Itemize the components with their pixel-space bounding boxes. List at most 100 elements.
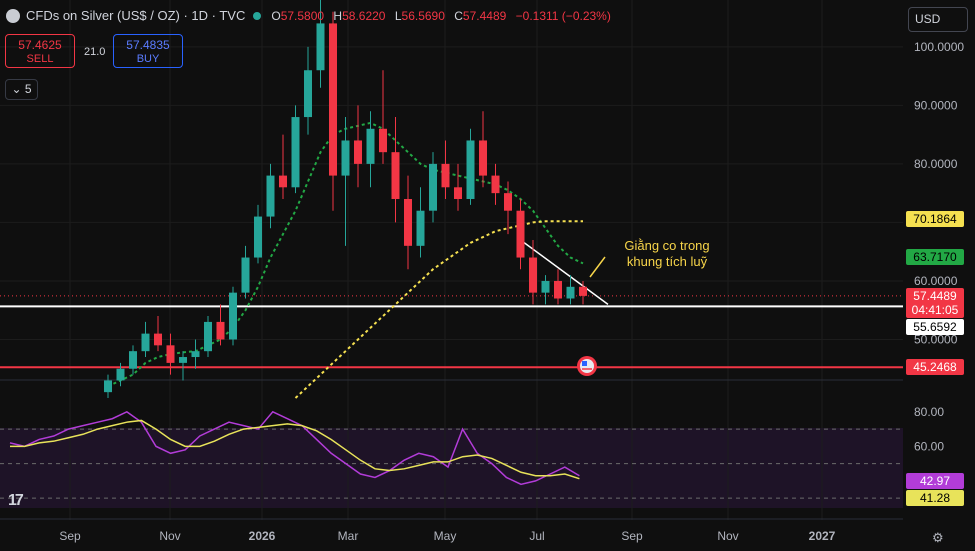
time-axis[interactable]: Sep Nov 2026 Mar May Jul Sep Nov 2027 [59, 529, 835, 543]
high-value: 58.6220 [342, 8, 386, 23]
price-tick-0: 50.0000 [914, 332, 958, 346]
candle-body [241, 257, 250, 293]
buy-price: 57.4835 [126, 38, 170, 52]
time-tick-6: Sep [621, 529, 643, 543]
candle-body [329, 23, 337, 176]
candle-body [429, 163, 437, 211]
label-last-price: 57.4489 [913, 289, 957, 303]
candles [104, 0, 587, 398]
sell-button[interactable]: 57.4625 SELL [5, 34, 75, 68]
label-rsi-ma: 41.28 [920, 491, 950, 505]
candle-body [291, 117, 300, 188]
label-ma-fast: 63.7170 [913, 250, 957, 264]
close-value: 57.4489 [462, 8, 507, 23]
price-tick-4: 90.0000 [914, 98, 958, 112]
label-last-bg [906, 288, 964, 318]
indicators-count: 5 [24, 82, 32, 96]
symbol-title[interactable]: CFDs on Silver (US$ / OZ) · 1D · TVC [26, 8, 246, 23]
label-support: 55.6592 [913, 320, 957, 334]
candle-body [479, 140, 487, 176]
label-rsi-bg [906, 473, 964, 489]
candle-body [116, 368, 125, 381]
candle-body [179, 357, 187, 363]
candle-body [129, 351, 137, 369]
candle-body [304, 70, 312, 118]
candle-body [366, 128, 375, 164]
currency-select[interactable]: USD [908, 7, 968, 32]
candle-body [416, 210, 425, 246]
low-key: L [394, 8, 402, 23]
time-tick-1: Nov [159, 529, 180, 543]
label-ma-slow-bg [906, 211, 964, 227]
label-ma-slow: 70.1864 [913, 212, 957, 226]
candle-body [554, 280, 562, 299]
grid [0, 0, 903, 520]
open-value: 57.5800 [280, 8, 325, 23]
indicators-toggle[interactable]: ⌄ 5 [5, 79, 38, 100]
candle-body [391, 152, 400, 199]
candle-body [229, 292, 237, 340]
silver-icon [6, 8, 20, 23]
time-tick-5: Jul [529, 529, 544, 543]
candle-body [166, 345, 175, 363]
candle-body [504, 193, 512, 211]
label-rsi-ma-bg [906, 490, 964, 506]
time-tick-0: Sep [59, 529, 81, 543]
high-key: H [333, 8, 343, 23]
time-tick-7: Nov [717, 529, 738, 543]
change-value: −0.1311 (−0.23%) [515, 8, 611, 23]
candle-body [266, 175, 275, 217]
time-tick-8: 2027 [809, 529, 836, 543]
market-open-icon [253, 11, 262, 20]
candle-body [191, 351, 200, 358]
candle-body [566, 286, 575, 299]
label-support-bg [906, 319, 964, 335]
tradingview-logo: 17 [8, 492, 24, 509]
candle-body [441, 163, 450, 188]
open-key: O [271, 8, 281, 23]
label-rsi: 42.97 [920, 474, 950, 488]
candle-body [254, 216, 262, 258]
ma-slow-line [294, 220, 584, 399]
flag-icon[interactable] [577, 356, 597, 376]
candle-body [491, 175, 500, 194]
currency-value: USD [915, 12, 941, 26]
candle-body [316, 23, 325, 71]
sell-label: SELL [26, 53, 54, 65]
price-axis[interactable]: 50.000060.000070.000080.000090.0000100.0… [914, 40, 964, 454]
candle-body [354, 140, 362, 164]
spread-value: 21.0 [84, 46, 106, 58]
candle-body [404, 199, 412, 246]
price-tick-3: 80.0000 [914, 157, 958, 171]
gear-icon[interactable]: ⚙ [932, 530, 944, 545]
label-low-bg [906, 359, 964, 375]
rsi-line [9, 410, 580, 486]
buy-button[interactable]: 57.4835 BUY [113, 34, 183, 68]
candle-body [579, 286, 587, 296]
candle-body [204, 321, 212, 352]
price-tick-5: 100.0000 [914, 40, 964, 54]
candle-body [379, 128, 387, 153]
ohlc-values: O57.5800 H58.6220 L56.5690 C57.4489 −0.1… [271, 9, 617, 23]
candle-body [516, 210, 525, 258]
candle-body [341, 140, 350, 176]
annotation-text: Giằng co trong khung tích luỹ [624, 238, 710, 269]
candle-body [529, 257, 537, 293]
close-key: C [454, 8, 463, 23]
candle-body [466, 140, 475, 199]
chart-header: CFDs on Silver (US$ / OZ) · 1D · TVC O57… [6, 8, 617, 23]
label-ma-fast-bg [906, 249, 964, 265]
time-tick-4: May [434, 529, 457, 543]
label-countdown: 04:41:05 [912, 303, 959, 317]
candle-body [541, 280, 550, 293]
trendline [520, 239, 609, 305]
candle-body [141, 333, 150, 352]
rsi-tick-1: 80.00 [914, 405, 944, 419]
rsi-ma-line [10, 419, 580, 480]
buy-label: BUY [136, 53, 160, 65]
low-value: 56.5690 [401, 8, 445, 23]
label-low: 45.2468 [913, 360, 957, 374]
candle-body [104, 380, 112, 393]
